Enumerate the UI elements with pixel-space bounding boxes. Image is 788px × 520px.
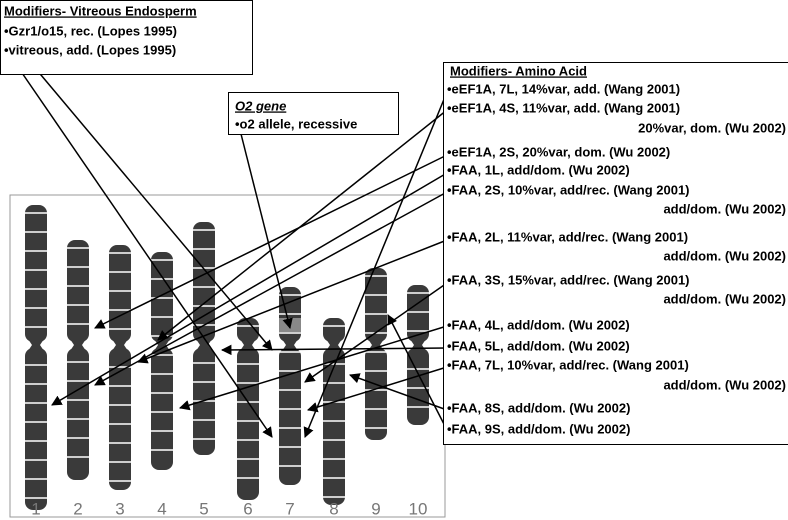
chromosome-arm xyxy=(323,318,345,342)
chromosome-arm xyxy=(67,348,89,480)
chromosome-label: 3 xyxy=(115,499,124,518)
box-item: add/dom. (Wu 2002) xyxy=(663,201,786,216)
arrow xyxy=(137,239,448,364)
vitreous-box xyxy=(0,0,253,75)
chromosome-label: 6 xyxy=(243,499,252,518)
centromere xyxy=(70,339,86,351)
arrow xyxy=(387,314,448,431)
chromosome-arm xyxy=(237,348,259,500)
o2-box xyxy=(228,92,399,135)
amino-box xyxy=(443,62,788,445)
centromere xyxy=(28,339,44,351)
box-item: •FAA, 9S, add/dom. (Wu 2002) xyxy=(447,421,630,436)
arrow xyxy=(220,344,448,356)
centromere xyxy=(282,339,298,351)
box-item: •eEF1A, 7L, 14%var, add. (Wang 2001) xyxy=(447,81,680,96)
box-item: 20%var, dom. (Wu 2002) xyxy=(638,120,786,135)
chromosome-arm xyxy=(151,252,173,342)
box-item: •FAA, 5L, add/dom. (Wu 2002) xyxy=(447,338,630,353)
chromosome xyxy=(323,318,345,505)
chromosome-arm xyxy=(109,348,131,490)
box-item: •vitreous, add. (Lopes 1995) xyxy=(4,42,176,57)
box-item: •o2 allele, recessive xyxy=(235,116,357,131)
chromosome xyxy=(151,252,173,470)
box-title: Modifiers- Vitreous Endosperm xyxy=(4,3,197,18)
arrow xyxy=(94,154,448,329)
box-item: add/dom. (Wu 2002) xyxy=(663,248,786,263)
chromosome xyxy=(67,240,89,480)
box-item: •Gzr1/o15, rec. (Lopes 1995) xyxy=(4,23,177,38)
box-item: •FAA, 4L, add/dom. (Wu 2002) xyxy=(447,317,630,332)
chromosome-arm xyxy=(151,348,173,470)
arrow xyxy=(51,172,448,406)
chromosome-arm xyxy=(25,348,47,510)
chromosome-label: 4 xyxy=(157,499,166,518)
box-item: add/dom. (Wu 2002) xyxy=(663,377,786,392)
chromosome-arm xyxy=(25,205,47,342)
chromosome-arm xyxy=(193,222,215,342)
box-item: •FAA, 7L, 10%var, add/rec. (Wang 2001) xyxy=(447,357,689,372)
chromosome-label: 5 xyxy=(199,499,208,518)
box-item: •FAA, 2S, 10%var, add/rec. (Wang 2001) xyxy=(447,182,690,197)
chromosome-label: 10 xyxy=(409,499,428,518)
arrow xyxy=(304,282,448,383)
chromosome-arm xyxy=(279,348,301,485)
chromosome xyxy=(109,245,131,490)
centromere xyxy=(196,339,212,351)
chromosome xyxy=(279,287,301,485)
box-item: add/dom. (Wu 2002) xyxy=(663,291,786,306)
arrow xyxy=(94,191,448,386)
box-item: •eEF1A, 2S, 20%var, dom. (Wu 2002) xyxy=(447,144,670,159)
chromosome-label: 9 xyxy=(371,499,380,518)
arrow xyxy=(306,366,448,413)
chromosome-arm xyxy=(323,348,345,505)
centromere xyxy=(112,339,128,351)
centromere xyxy=(326,339,342,351)
arrow xyxy=(239,129,293,330)
amino-items: •eEF1A, 7L, 14%var, add. (Wang 2001) •eEF… xyxy=(447,81,786,436)
arrow xyxy=(178,325,448,411)
chromosome-arm xyxy=(237,318,259,342)
chromosome xyxy=(25,205,47,510)
arrow xyxy=(157,109,448,341)
chromosome-label: 2 xyxy=(73,499,82,518)
chromosome-arm xyxy=(109,245,131,342)
centromere xyxy=(240,339,256,351)
box-title: Modifiers- Amino Acid xyxy=(450,63,587,78)
arrow xyxy=(303,91,448,438)
chromosome-label: 8 xyxy=(329,499,338,518)
arrows xyxy=(19,49,448,438)
chromosome-arm xyxy=(67,240,89,342)
box-item: •FAA, 1L, add/dom. (Wu 2002) xyxy=(447,162,630,177)
arrow xyxy=(19,69,273,438)
chromosome-arm xyxy=(407,348,429,425)
box-item: •eEF1A, 4S, 11%var, add. (Wang 2001) xyxy=(447,100,680,115)
chromosome xyxy=(365,268,387,440)
box-item: •FAA, 2L, 11%var, add/rec. (Wang 2001) xyxy=(447,229,688,244)
chromosome-label: 7 xyxy=(285,499,294,518)
arrow xyxy=(349,373,448,411)
chromosome-arm xyxy=(365,268,387,342)
box-item: •FAA, 3S, 15%var, add/rec. (Wang 2001) xyxy=(447,272,690,287)
chromosome-labels: 1 2 3 4 5 6 7 8 9 10 xyxy=(31,499,427,518)
chromosome-arm xyxy=(365,348,387,440)
chromosome-label: 1 xyxy=(31,499,40,518)
box-title: O2 gene xyxy=(235,98,286,113)
chromosome xyxy=(407,285,429,425)
box-item: •FAA, 8S, add/dom. (Wu 2002) xyxy=(447,400,630,415)
